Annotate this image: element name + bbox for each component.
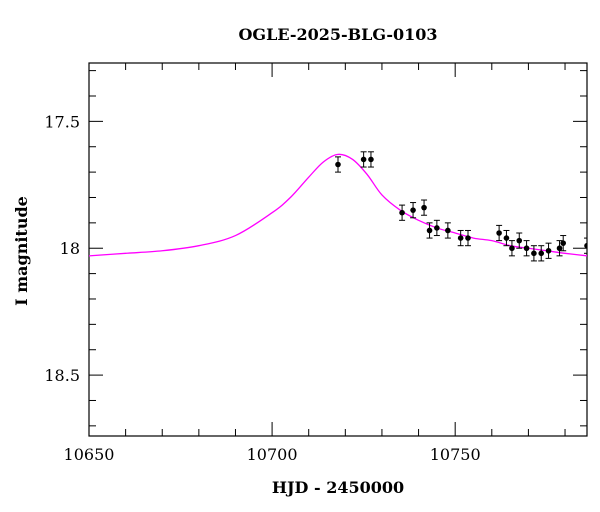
data-marker bbox=[457, 235, 464, 241]
data-marker bbox=[531, 250, 537, 257]
x-tick-label: 10650 bbox=[64, 445, 115, 464]
y-tick-label: 18 bbox=[60, 239, 80, 258]
data-point bbox=[523, 240, 530, 257]
data-marker bbox=[421, 204, 427, 211]
data-point bbox=[457, 229, 464, 247]
data-point bbox=[545, 242, 552, 259]
data-point bbox=[530, 245, 537, 262]
data-marker bbox=[410, 207, 416, 213]
data-point bbox=[399, 204, 406, 221]
data-marker bbox=[509, 245, 515, 252]
data-point bbox=[516, 232, 523, 249]
data-points-group bbox=[335, 151, 587, 262]
tick-labels: 10650 10700 10750 17.5 18 18.5 bbox=[44, 112, 480, 464]
data-point bbox=[556, 240, 563, 257]
data-point bbox=[360, 151, 367, 168]
data-point bbox=[335, 156, 341, 173]
data-marker bbox=[434, 225, 440, 231]
data-marker bbox=[584, 242, 587, 249]
data-marker bbox=[399, 209, 405, 216]
data-point bbox=[503, 229, 510, 247]
data-marker bbox=[560, 240, 566, 246]
data-point bbox=[508, 240, 515, 257]
data-marker bbox=[523, 245, 530, 252]
data-point bbox=[426, 222, 433, 239]
data-point bbox=[421, 199, 428, 216]
data-marker bbox=[465, 235, 471, 241]
data-point bbox=[367, 151, 374, 168]
data-marker bbox=[426, 227, 433, 234]
data-point bbox=[444, 222, 451, 239]
data-point bbox=[584, 237, 587, 254]
data-marker bbox=[496, 230, 502, 236]
data-marker bbox=[545, 247, 552, 254]
data-marker bbox=[516, 237, 523, 244]
data-marker bbox=[335, 161, 341, 168]
y-tick-label: 17.5 bbox=[44, 112, 80, 131]
data-point bbox=[560, 235, 567, 252]
x-tick-label: 10750 bbox=[430, 445, 481, 464]
data-point bbox=[464, 229, 471, 247]
y-axis-label: I magnitude bbox=[12, 196, 31, 306]
data-marker bbox=[503, 235, 510, 241]
data-point bbox=[538, 245, 545, 262]
data-point bbox=[410, 202, 417, 219]
data-marker bbox=[360, 156, 367, 163]
data-marker bbox=[445, 227, 451, 234]
chart-title: OGLE-2025-BLG-0103 bbox=[238, 25, 437, 44]
x-axis-label: HJD - 2450000 bbox=[272, 478, 404, 497]
y-tick-label: 18.5 bbox=[44, 366, 80, 385]
data-point bbox=[433, 219, 440, 237]
data-marker bbox=[556, 245, 563, 252]
data-point bbox=[496, 224, 503, 242]
data-marker bbox=[538, 250, 545, 257]
data-marker bbox=[368, 156, 374, 163]
x-tick-label: 10700 bbox=[247, 445, 298, 464]
